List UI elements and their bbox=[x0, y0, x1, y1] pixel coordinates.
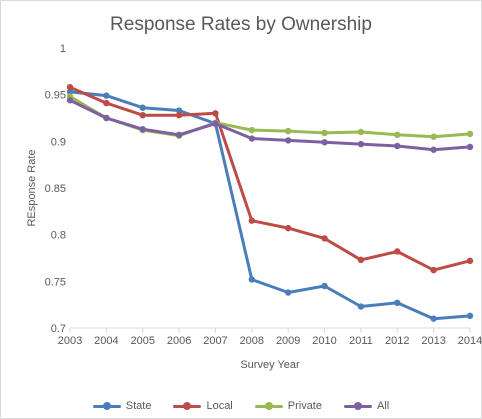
series-line-all bbox=[68, 98, 472, 152]
x-tick-label: 2003 bbox=[58, 335, 82, 347]
legend-label: Local bbox=[206, 400, 233, 412]
x-tick-label: 2005 bbox=[130, 335, 154, 347]
data-point-private bbox=[321, 129, 328, 137]
y-tick-label: 0.9 bbox=[51, 136, 66, 148]
data-point-state bbox=[248, 276, 256, 283]
x-tick-label: 2011 bbox=[349, 335, 373, 347]
data-point-private bbox=[466, 130, 474, 138]
data-point-state bbox=[466, 312, 474, 320]
data-point-all bbox=[66, 97, 74, 104]
data-point-private bbox=[357, 128, 365, 136]
data-point-local bbox=[175, 112, 183, 119]
legend-label: State bbox=[125, 400, 152, 412]
legend-item-local: Local bbox=[173, 400, 233, 412]
data-point-private bbox=[394, 131, 401, 138]
y-axis-title: REsponse Rate bbox=[26, 149, 38, 226]
data-point-all bbox=[103, 114, 110, 122]
data-point-local bbox=[466, 257, 474, 264]
data-point-all bbox=[321, 139, 328, 146]
data-point-local bbox=[430, 266, 437, 274]
data-point-all bbox=[394, 142, 401, 150]
y-tick-label: 0.8 bbox=[51, 230, 66, 242]
series-state bbox=[66, 88, 474, 322]
legend: State Local Private All bbox=[0, 400, 482, 412]
data-point-local bbox=[284, 224, 292, 232]
x-tick-label: 2014 bbox=[458, 335, 482, 347]
x-tick-label: 2008 bbox=[240, 335, 264, 347]
data-point-state bbox=[103, 92, 110, 99]
data-point-local bbox=[394, 248, 401, 255]
data-point-private bbox=[248, 126, 256, 134]
legend-item-all: All bbox=[344, 400, 389, 412]
legend-label: All bbox=[377, 400, 390, 412]
x-tick-label: 2007 bbox=[203, 335, 227, 347]
data-point-local bbox=[357, 256, 365, 264]
x-tick-label: 2009 bbox=[276, 335, 300, 347]
data-point-private bbox=[430, 133, 437, 140]
data-point-state bbox=[394, 299, 401, 306]
legend-item-private: Private bbox=[254, 400, 322, 412]
y-tick-label: 0.75 bbox=[45, 276, 66, 288]
legend-label: Private bbox=[287, 400, 322, 412]
chart-title: Response Rates by Ownership bbox=[110, 14, 372, 35]
x-tick-label: 2006 bbox=[167, 335, 191, 347]
data-point-state bbox=[430, 315, 437, 322]
data-point-local bbox=[103, 99, 110, 107]
data-point-state bbox=[321, 282, 328, 290]
series-local bbox=[66, 84, 474, 274]
data-point-state bbox=[66, 88, 74, 96]
x-axis-title: Survey Year bbox=[240, 359, 300, 371]
data-point-all bbox=[284, 137, 292, 144]
data-point-state bbox=[175, 107, 183, 114]
data-point-state bbox=[357, 303, 365, 310]
x-tick-label: 2010 bbox=[312, 335, 336, 347]
data-point-all bbox=[139, 126, 146, 133]
data-point-state bbox=[284, 289, 292, 296]
data-point-all bbox=[430, 146, 437, 153]
data-point-local bbox=[212, 110, 219, 117]
legend-swatch bbox=[254, 402, 283, 410]
data-point-local bbox=[66, 84, 74, 91]
data-point-local bbox=[248, 217, 256, 224]
data-point-local bbox=[139, 112, 146, 119]
series-line-state bbox=[68, 90, 472, 321]
x-tick-label: 2004 bbox=[94, 335, 118, 347]
y-tick-label: 0.85 bbox=[45, 183, 66, 195]
x-tick-label: 2012 bbox=[385, 335, 409, 347]
data-point-all bbox=[248, 135, 256, 142]
legend-swatch bbox=[173, 402, 202, 410]
data-point-all bbox=[212, 120, 219, 127]
data-point-all bbox=[466, 143, 474, 151]
data-point-private bbox=[284, 127, 292, 135]
series-line-local bbox=[68, 85, 472, 272]
data-point-all bbox=[357, 140, 365, 148]
y-tick-label: 1 bbox=[60, 43, 66, 55]
y-tick-label: 0.95 bbox=[45, 90, 66, 102]
data-point-all bbox=[175, 131, 183, 138]
x-tick-label: 2013 bbox=[421, 335, 445, 347]
series-private bbox=[66, 93, 474, 140]
legend-swatch bbox=[92, 402, 121, 410]
legend-item-state: State bbox=[92, 400, 152, 412]
data-point-state bbox=[139, 104, 146, 111]
y-tick-label: 0.7 bbox=[51, 323, 66, 335]
data-point-local bbox=[321, 235, 328, 242]
series-all bbox=[66, 97, 474, 153]
legend-swatch bbox=[344, 402, 372, 410]
